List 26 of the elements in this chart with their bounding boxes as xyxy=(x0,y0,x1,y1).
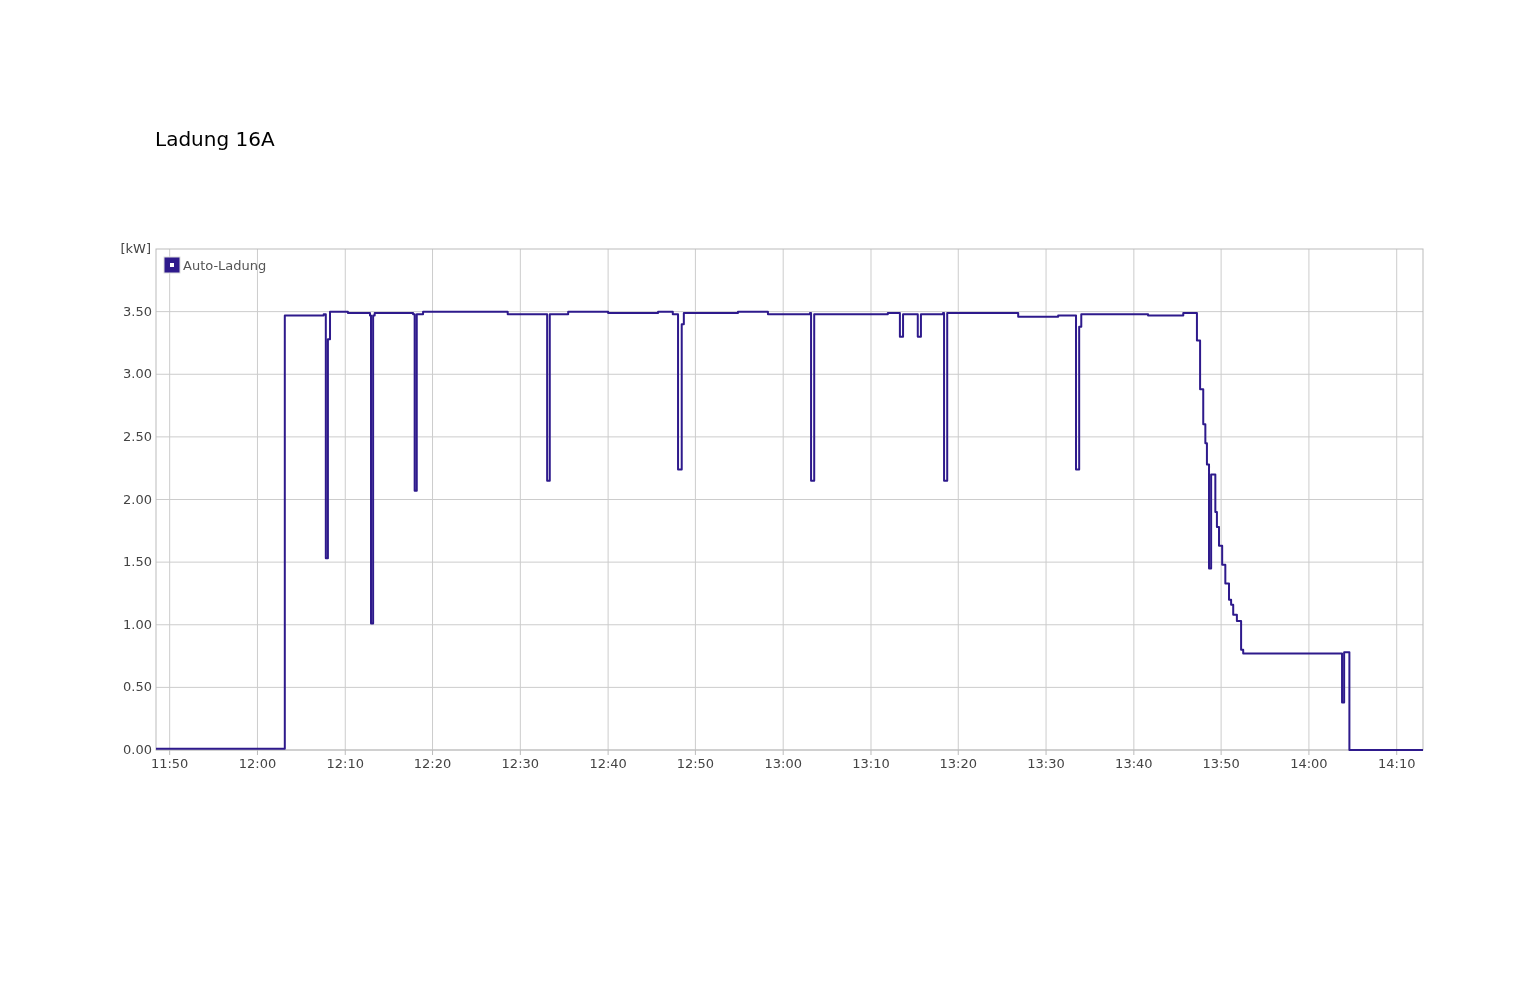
x-tick-label: 13:00 xyxy=(764,756,802,771)
x-tick-label: 14:10 xyxy=(1377,756,1416,771)
x-tick-label: 12:30 xyxy=(501,756,540,771)
x-tick-label: 12:50 xyxy=(676,756,715,771)
legend-label: Auto-Ladung xyxy=(183,258,267,273)
x-tick-label: 12:00 xyxy=(238,756,277,771)
y-tick-label: 3.50 xyxy=(123,303,152,319)
y-tick-label: 1.50 xyxy=(123,554,152,570)
x-tick-label: 13:50 xyxy=(1202,756,1240,771)
y-tick-label: 2.00 xyxy=(123,491,152,507)
x-tick-label: 13:10 xyxy=(852,756,890,771)
x-tick-label: 12:20 xyxy=(413,756,452,771)
chart-title: Ladung 16A xyxy=(155,127,275,151)
y-tick-label: 3.00 xyxy=(123,366,152,382)
y-axis-title: [kW] xyxy=(120,241,151,256)
y-tick-label: 0.50 xyxy=(123,679,152,695)
x-tick-label: 12:10 xyxy=(326,756,364,771)
x-tick-label: 13:30 xyxy=(1027,756,1065,771)
x-tick-label: 13:40 xyxy=(1115,756,1153,771)
y-tick-label: 0.00 xyxy=(123,742,152,757)
x-tick-label: 13:20 xyxy=(939,756,977,771)
x-tick-label: 11:50 xyxy=(150,756,189,771)
y-tick-label: 1.00 xyxy=(123,616,152,632)
y-tick-label: 2.50 xyxy=(123,428,152,444)
x-tick-label: 14:00 xyxy=(1290,756,1328,771)
x-tick-label: 12:40 xyxy=(589,756,627,771)
